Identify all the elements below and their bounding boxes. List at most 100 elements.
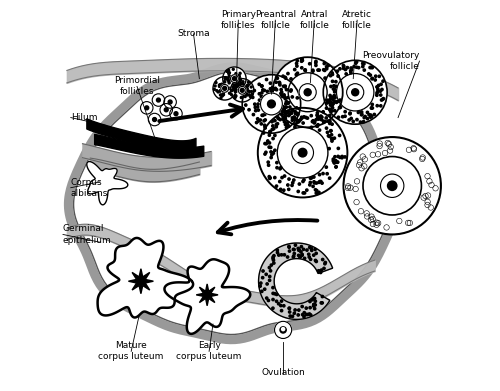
Circle shape: [258, 93, 260, 95]
Circle shape: [280, 305, 282, 307]
Circle shape: [278, 180, 281, 183]
Circle shape: [326, 68, 328, 70]
Circle shape: [318, 270, 320, 273]
Circle shape: [292, 109, 294, 112]
Circle shape: [314, 259, 316, 262]
Circle shape: [268, 299, 270, 301]
Circle shape: [312, 120, 314, 122]
Circle shape: [295, 118, 298, 121]
Circle shape: [376, 88, 379, 90]
Circle shape: [224, 78, 226, 80]
Circle shape: [328, 122, 331, 125]
Circle shape: [246, 84, 248, 86]
Circle shape: [278, 117, 280, 120]
Circle shape: [332, 73, 334, 75]
Circle shape: [380, 105, 382, 107]
Circle shape: [320, 269, 322, 271]
Circle shape: [320, 118, 322, 121]
Circle shape: [333, 88, 336, 90]
Circle shape: [318, 118, 320, 120]
Polygon shape: [87, 161, 128, 205]
Circle shape: [316, 114, 318, 116]
Circle shape: [246, 86, 248, 88]
Circle shape: [276, 122, 278, 125]
Circle shape: [314, 248, 316, 251]
Circle shape: [256, 118, 259, 120]
Circle shape: [296, 113, 299, 116]
Circle shape: [248, 94, 250, 96]
Circle shape: [302, 314, 304, 316]
Circle shape: [170, 108, 182, 120]
Circle shape: [308, 246, 311, 249]
Circle shape: [370, 114, 372, 116]
Circle shape: [268, 177, 271, 179]
Circle shape: [294, 244, 296, 246]
Circle shape: [316, 111, 318, 114]
Circle shape: [284, 96, 286, 98]
Circle shape: [234, 88, 235, 90]
Circle shape: [272, 152, 274, 154]
Circle shape: [282, 118, 284, 120]
Circle shape: [292, 256, 294, 258]
Circle shape: [362, 120, 364, 123]
Circle shape: [332, 98, 334, 100]
Circle shape: [263, 89, 266, 91]
Circle shape: [423, 193, 428, 199]
Circle shape: [330, 104, 332, 106]
Circle shape: [268, 134, 270, 136]
Circle shape: [140, 102, 153, 114]
Circle shape: [433, 186, 438, 191]
Circle shape: [316, 117, 319, 119]
Circle shape: [287, 110, 290, 113]
Circle shape: [224, 81, 226, 83]
Circle shape: [323, 62, 326, 65]
Circle shape: [327, 120, 329, 122]
Circle shape: [349, 112, 352, 114]
Circle shape: [324, 77, 326, 79]
Circle shape: [259, 119, 262, 121]
Circle shape: [380, 94, 382, 96]
Circle shape: [272, 259, 274, 261]
Circle shape: [276, 77, 278, 79]
Circle shape: [275, 124, 278, 126]
Circle shape: [371, 103, 374, 106]
Circle shape: [280, 327, 286, 333]
Circle shape: [379, 90, 382, 92]
Circle shape: [330, 96, 332, 99]
Circle shape: [314, 304, 316, 306]
Circle shape: [221, 84, 228, 92]
Circle shape: [290, 112, 293, 115]
Circle shape: [270, 264, 272, 266]
Circle shape: [323, 60, 387, 124]
Circle shape: [318, 270, 320, 272]
Circle shape: [228, 75, 230, 77]
Circle shape: [288, 188, 290, 190]
Circle shape: [244, 104, 247, 106]
Circle shape: [352, 120, 354, 123]
Circle shape: [359, 165, 364, 171]
Circle shape: [276, 249, 278, 251]
Text: Stroma: Stroma: [177, 29, 210, 38]
Circle shape: [348, 119, 350, 121]
Circle shape: [283, 254, 286, 256]
Circle shape: [320, 271, 322, 274]
Circle shape: [345, 185, 350, 190]
Circle shape: [353, 65, 355, 68]
Circle shape: [329, 94, 331, 97]
Circle shape: [262, 132, 265, 134]
Circle shape: [370, 107, 373, 109]
Circle shape: [282, 75, 284, 77]
Circle shape: [342, 65, 345, 68]
Circle shape: [275, 126, 278, 128]
Circle shape: [333, 162, 336, 164]
Circle shape: [274, 100, 276, 102]
Circle shape: [268, 100, 276, 108]
Circle shape: [282, 107, 284, 109]
Circle shape: [337, 75, 340, 77]
Circle shape: [248, 109, 250, 111]
Circle shape: [266, 297, 268, 299]
Circle shape: [356, 61, 358, 63]
Circle shape: [238, 86, 246, 94]
Circle shape: [344, 111, 346, 113]
Circle shape: [330, 110, 332, 113]
